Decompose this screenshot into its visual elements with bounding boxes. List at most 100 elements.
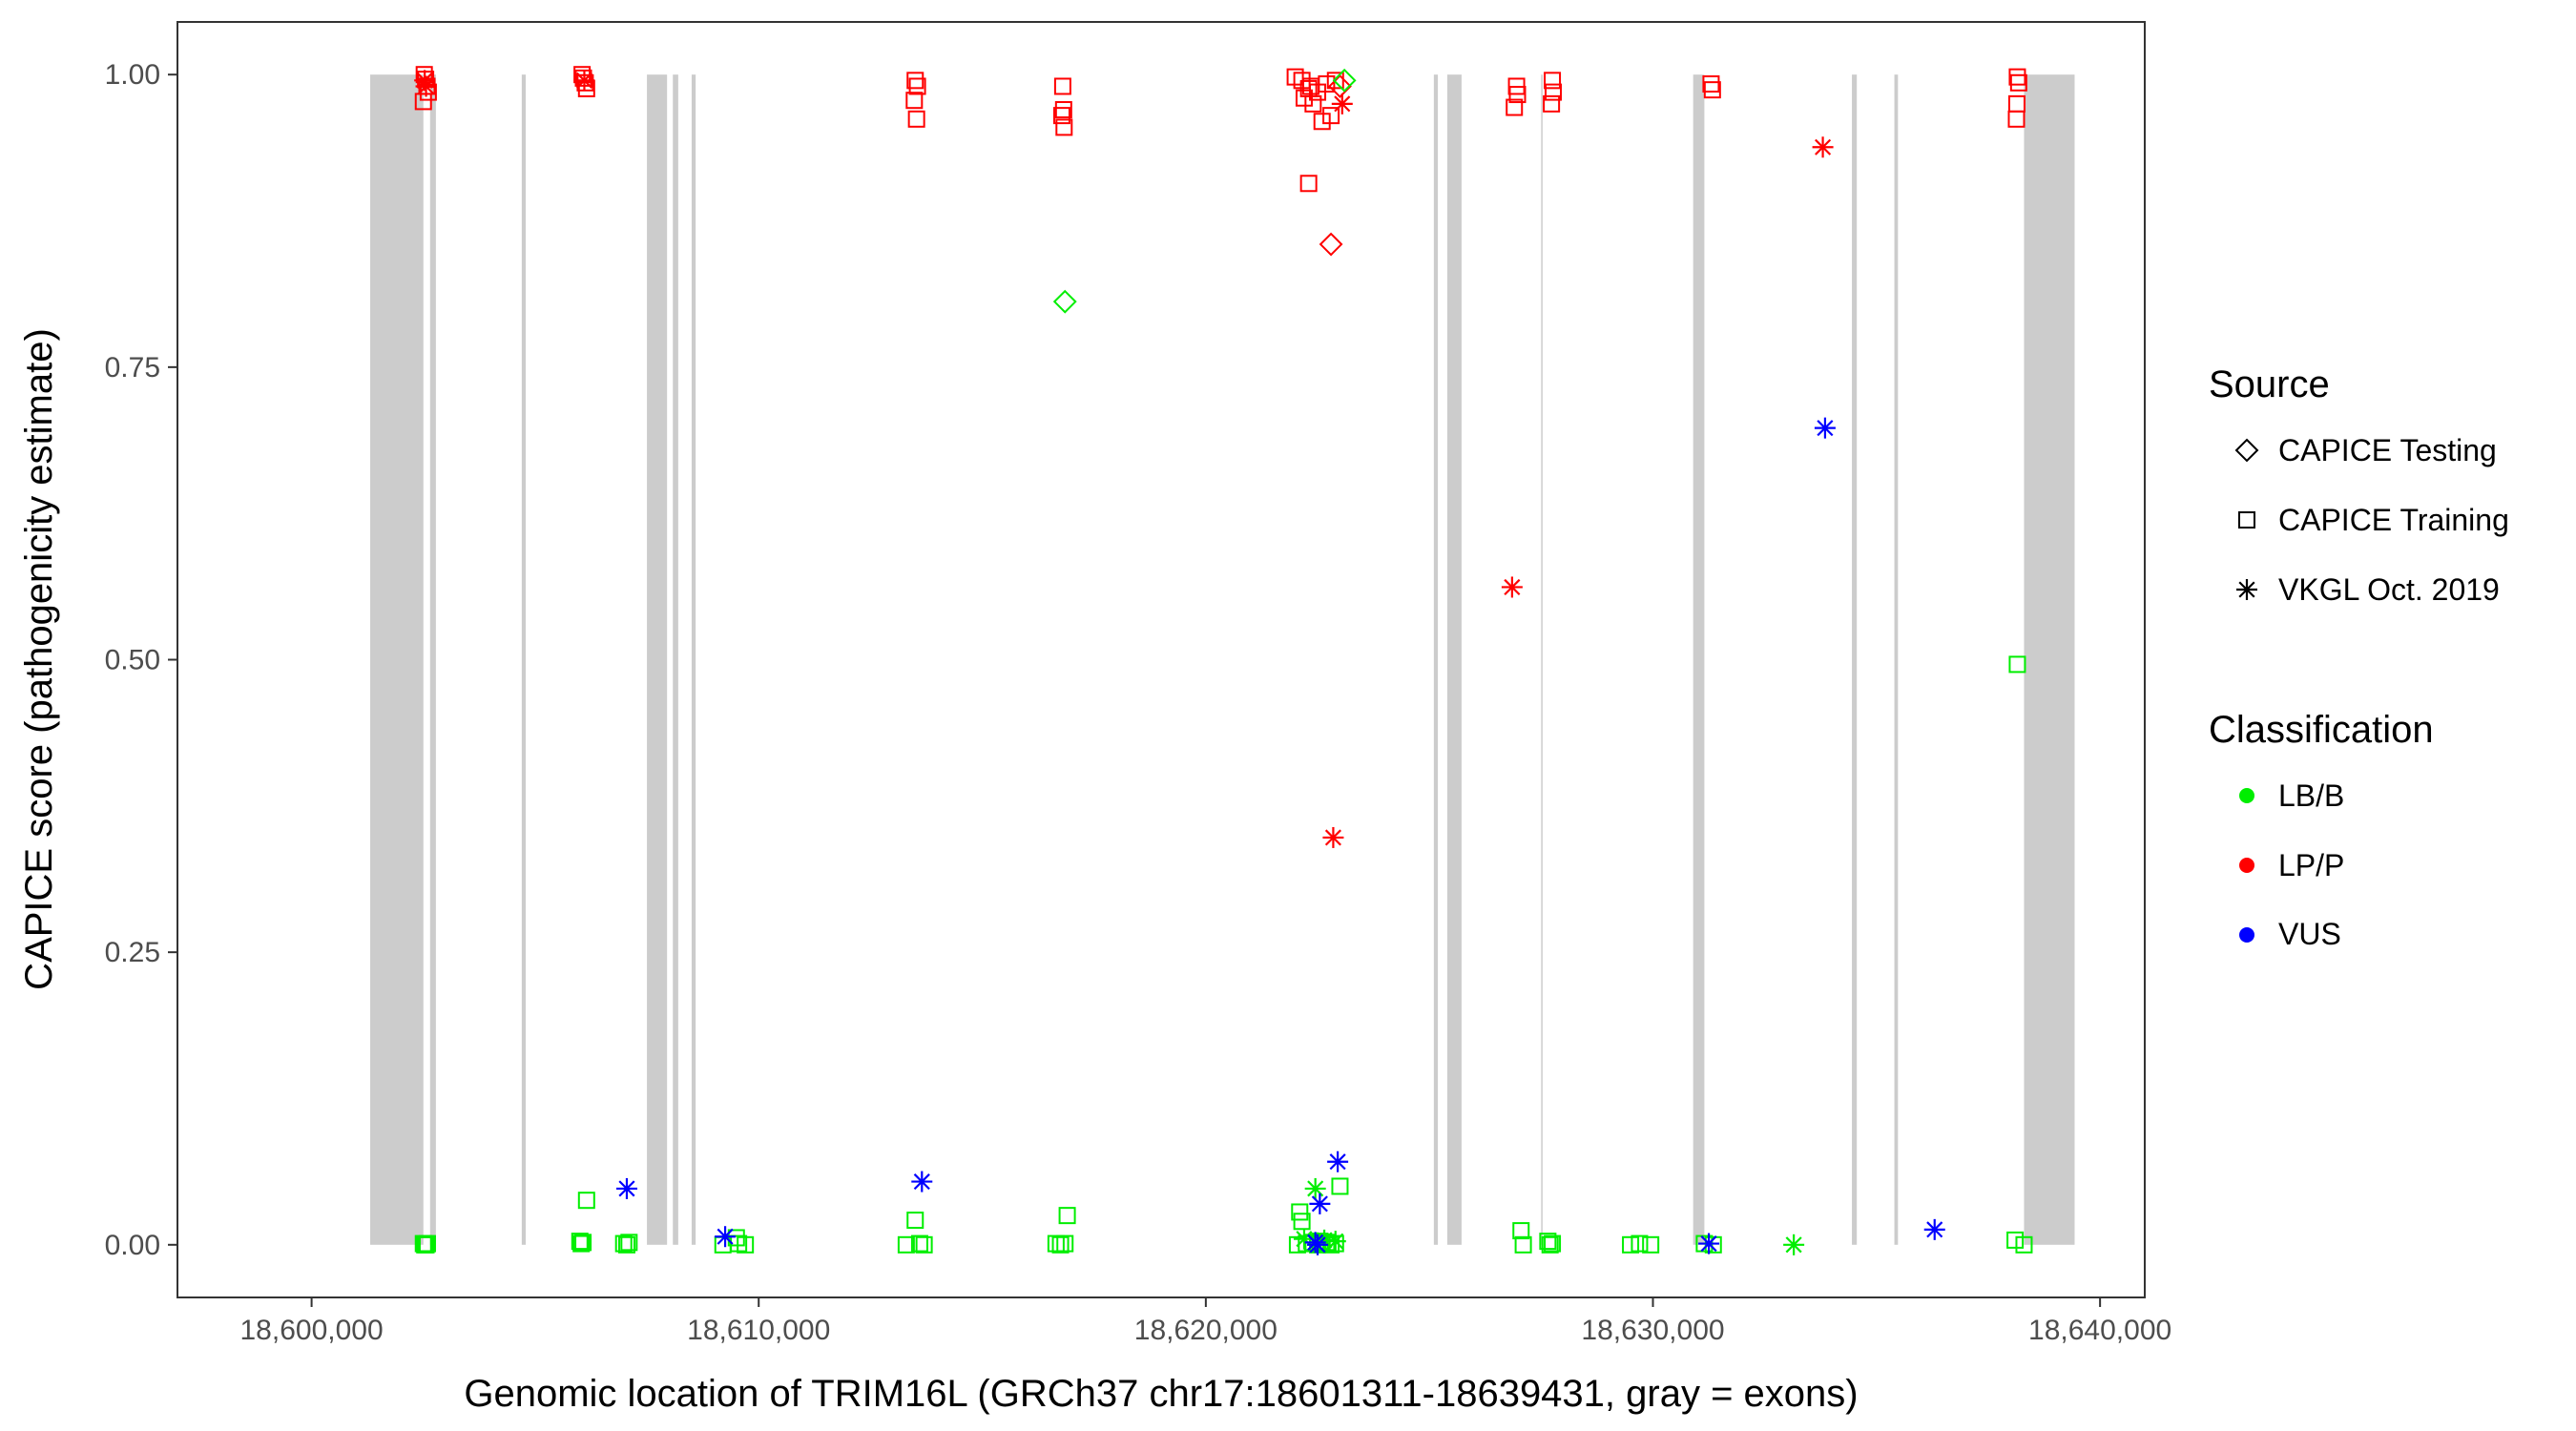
legend: Source CAPICE Testing CAPICE Training VK… bbox=[2209, 363, 2509, 951]
exon-band bbox=[1541, 74, 1543, 1245]
x-tick-label: 18,620,000 bbox=[1134, 1315, 1278, 1346]
data-point-square bbox=[572, 1234, 591, 1253]
x-axis-title: Genomic location of TRIM16L (GRCh37 chr1… bbox=[464, 1373, 1858, 1415]
legend-keys bbox=[2234, 438, 2259, 943]
x-tick-label: 18,630,000 bbox=[1581, 1315, 1724, 1346]
data-point-square bbox=[1622, 1235, 1640, 1254]
data-point-asterisk bbox=[1501, 576, 1523, 598]
data-point-square bbox=[1295, 89, 1313, 107]
data-point-square bbox=[1051, 1235, 1070, 1254]
plot-panel-background bbox=[177, 22, 2145, 1297]
exon-band bbox=[1894, 74, 1899, 1245]
data-point-square bbox=[1514, 1235, 1532, 1254]
data-point-square bbox=[620, 1234, 638, 1252]
y-tick-label: 0.25 bbox=[105, 937, 160, 968]
y-tick-label: 0.50 bbox=[105, 645, 160, 676]
data-point-square bbox=[617, 1235, 635, 1254]
exon-band bbox=[2024, 74, 2075, 1245]
data-point-square bbox=[737, 1235, 755, 1254]
data-point-asterisk bbox=[1324, 1231, 1346, 1253]
legend-label-lpp: LP/P bbox=[2278, 848, 2344, 882]
data-point-square bbox=[1047, 1234, 1065, 1253]
data-point-square bbox=[1541, 1235, 1559, 1254]
exon-band bbox=[673, 74, 678, 1245]
data-point-square bbox=[1508, 86, 1527, 104]
data-point-square bbox=[2015, 1235, 2033, 1254]
x-tick-label: 18,640,000 bbox=[2028, 1315, 2171, 1346]
exon-band bbox=[647, 74, 668, 1245]
y-tick-label: 1.00 bbox=[105, 59, 160, 91]
data-point-asterisk bbox=[1304, 1177, 1326, 1199]
data-point-square bbox=[906, 72, 924, 90]
data-point-square bbox=[1318, 75, 1336, 93]
exon-band bbox=[1693, 74, 1705, 1245]
exon-band bbox=[521, 74, 527, 1245]
data-point-square bbox=[1631, 1234, 1649, 1253]
legend-key-color bbox=[2239, 927, 2254, 943]
data-point-square bbox=[910, 1234, 928, 1253]
legend-label-vkgl: VKGL Oct. 2019 bbox=[2278, 572, 2500, 607]
data-point-square bbox=[1512, 1222, 1530, 1240]
data-point-asterisk bbox=[1331, 93, 1353, 114]
data-point-square bbox=[1544, 1234, 1562, 1253]
exon-bands bbox=[370, 74, 2075, 1245]
data-point-square bbox=[906, 1212, 924, 1230]
data-point-square bbox=[1702, 75, 1720, 93]
data-point-square bbox=[1704, 1235, 1722, 1254]
data-point-square bbox=[897, 1235, 915, 1254]
data-point-square bbox=[905, 92, 924, 110]
data-point-square bbox=[2006, 1231, 2025, 1249]
data-point-square bbox=[1506, 98, 1524, 116]
data-point-square bbox=[907, 110, 925, 128]
exon-band bbox=[1433, 74, 1439, 1245]
x-tick-label: 18,610,000 bbox=[687, 1315, 830, 1346]
data-point-asterisk bbox=[1923, 1218, 1945, 1240]
data-point-square bbox=[577, 1192, 595, 1210]
data-point-square bbox=[1054, 100, 1072, 118]
data-point-asterisk bbox=[1307, 1234, 1329, 1255]
data-point-asterisk bbox=[1322, 826, 1344, 848]
legend-title-source: Source bbox=[2209, 363, 2330, 405]
legend-label-capice-training: CAPICE Training bbox=[2278, 503, 2509, 537]
data-point-square bbox=[1299, 79, 1318, 97]
legend-label-vus: VUS bbox=[2278, 917, 2341, 951]
exon-band bbox=[429, 74, 436, 1245]
exon-band bbox=[1446, 74, 1462, 1245]
data-point-asterisk bbox=[1812, 136, 1834, 158]
data-point-square bbox=[1299, 175, 1318, 193]
legend-title-classification: Classification bbox=[2209, 709, 2434, 751]
data-point-square bbox=[1331, 1177, 1349, 1195]
data-point-asterisk bbox=[1698, 1233, 1720, 1255]
data-point-square bbox=[1052, 107, 1070, 125]
data-point-square bbox=[1544, 83, 1562, 101]
data-point-square bbox=[1703, 81, 1721, 99]
data-point-diamond bbox=[1332, 68, 1357, 93]
data-point-square bbox=[1642, 1235, 1660, 1254]
data-point-square bbox=[2007, 110, 2025, 128]
data-point-asterisk bbox=[1814, 417, 1836, 439]
data-point-square bbox=[1322, 107, 1340, 125]
data-point-diamond bbox=[1052, 289, 1077, 314]
data-point-square bbox=[418, 1234, 436, 1253]
data-point-square bbox=[414, 93, 432, 111]
data-point-square bbox=[2008, 655, 2026, 674]
axes: 18,600,000 18,610,000 18,620,000 18,630,000… bbox=[105, 59, 2172, 1346]
exon-band bbox=[370, 74, 424, 1245]
data-point-square bbox=[1058, 1207, 1076, 1225]
legend-key-square bbox=[2238, 511, 2255, 529]
data-points bbox=[414, 66, 2033, 1255]
exon-band bbox=[1852, 74, 1858, 1245]
data-point-square bbox=[614, 1234, 633, 1253]
data-point-square bbox=[915, 1235, 933, 1254]
data-point-diamond bbox=[1319, 232, 1343, 257]
data-point-asterisk bbox=[911, 1171, 933, 1192]
data-point-asterisk bbox=[1783, 1234, 1805, 1255]
data-point-square bbox=[1056, 1234, 1074, 1253]
data-point-asterisk bbox=[573, 70, 595, 92]
data-point-asterisk bbox=[1327, 1151, 1349, 1172]
y-axis-title: CAPICE score (pathogenicity estimate) bbox=[18, 328, 60, 990]
y-tick-label: 0.00 bbox=[105, 1230, 160, 1261]
data-point-asterisk bbox=[715, 1226, 737, 1248]
data-point-square bbox=[1539, 1233, 1557, 1251]
